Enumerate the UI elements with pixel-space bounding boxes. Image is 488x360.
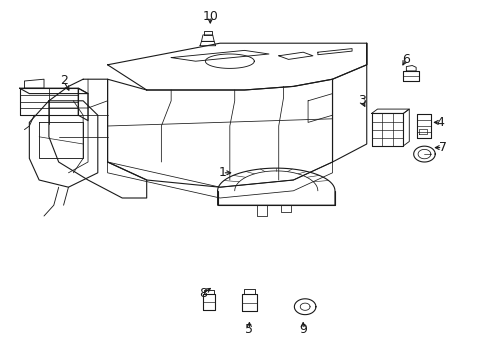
Text: 5: 5 <box>245 323 253 336</box>
Text: 6: 6 <box>401 53 409 66</box>
Text: 1: 1 <box>218 166 226 179</box>
Text: 2: 2 <box>60 75 67 87</box>
Text: 10: 10 <box>202 10 218 23</box>
Text: 7: 7 <box>438 141 446 154</box>
Text: 8: 8 <box>199 287 206 300</box>
Text: 9: 9 <box>299 323 306 336</box>
Text: 4: 4 <box>435 116 443 129</box>
Text: 3: 3 <box>357 94 365 107</box>
